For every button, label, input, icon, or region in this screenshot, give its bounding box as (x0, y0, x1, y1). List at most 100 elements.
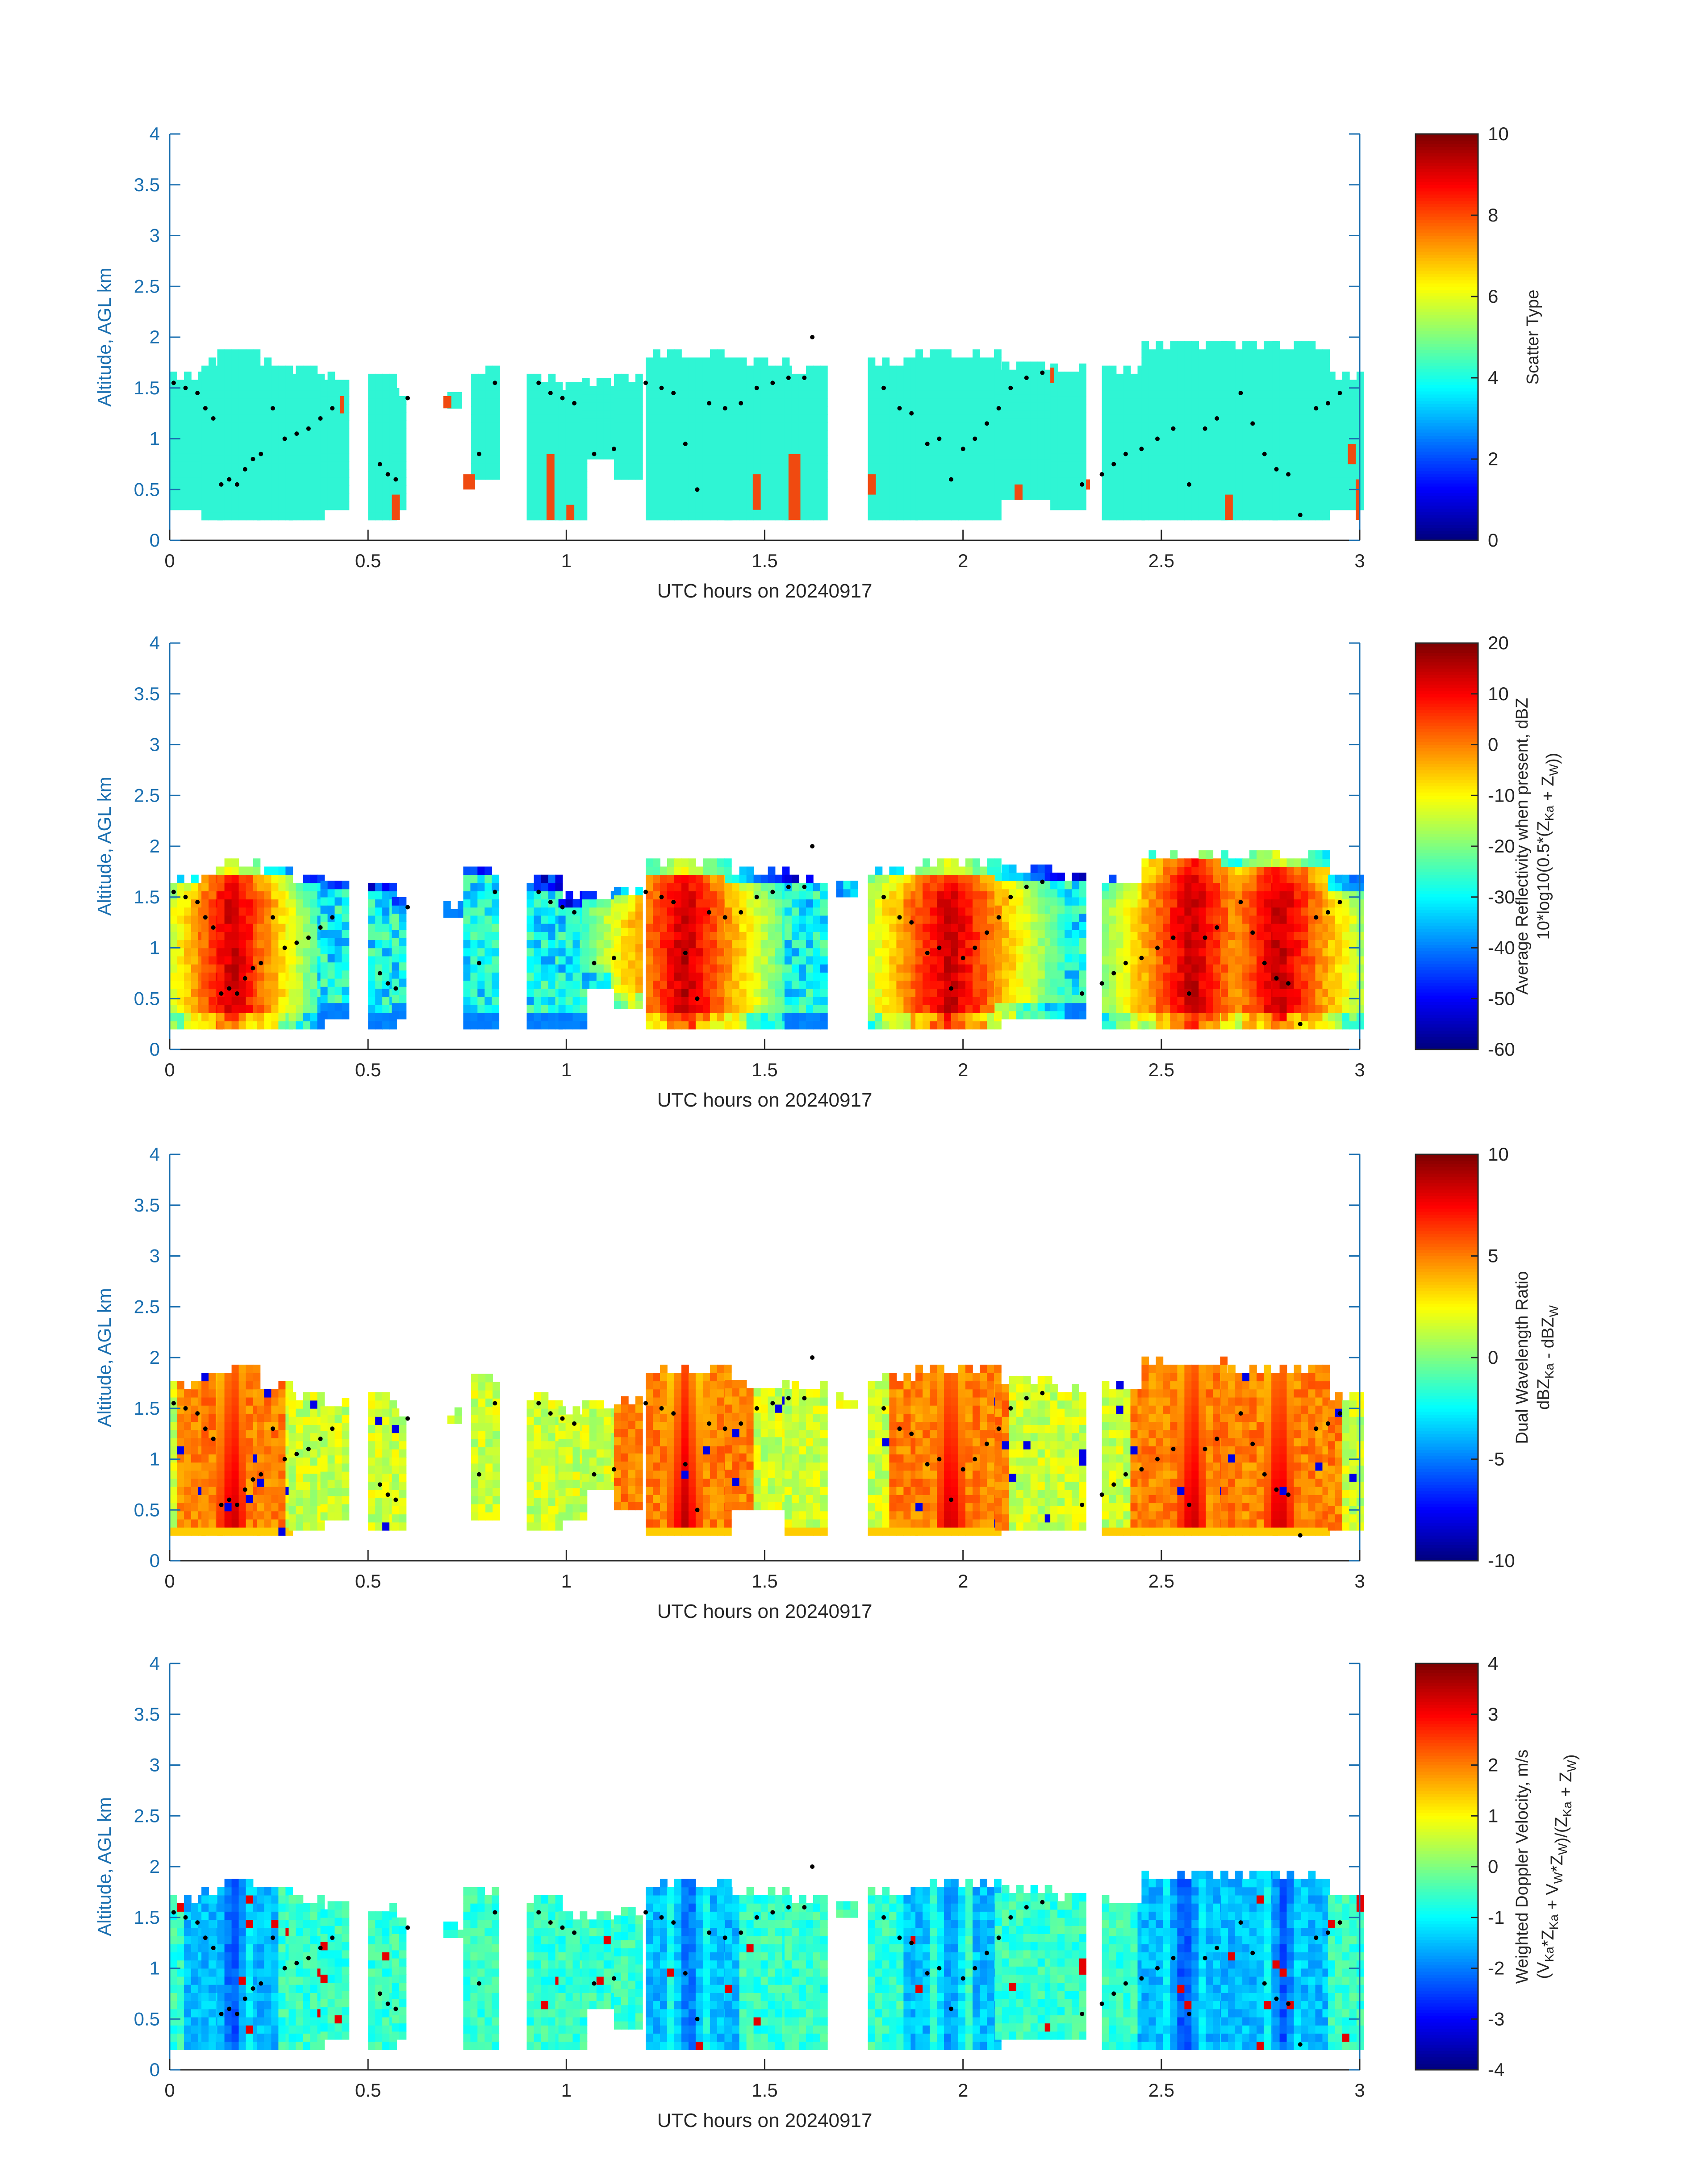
heatmap-cell (238, 495, 246, 504)
heatmap-cell (1170, 487, 1178, 496)
heatmap-cell (889, 373, 897, 382)
heatmap-cell (1308, 414, 1316, 423)
heatmap-cell (1148, 357, 1157, 366)
heatmap-cell (653, 357, 660, 366)
marker-dot (183, 385, 188, 390)
heatmap-cell (987, 357, 994, 366)
heatmap-cell (1050, 388, 1058, 397)
heatmap-cell (264, 357, 272, 366)
heatmap-cell (209, 471, 216, 480)
heatmap-cell (667, 504, 675, 513)
heatmap-cell (342, 937, 350, 946)
heatmap-cell (1191, 357, 1199, 366)
heatmap-cell (582, 451, 590, 460)
heatmap-cell (1191, 487, 1199, 496)
heatmap-cell (820, 964, 828, 973)
heatmap-cell (1123, 414, 1131, 423)
heatmap-cell (695, 373, 703, 382)
heatmap-cell (775, 1004, 783, 1013)
heatmap-cell (710, 899, 718, 908)
heatmap-cell (303, 907, 311, 916)
heatmap-cell (217, 915, 225, 924)
heatmap-cell (392, 420, 400, 429)
heatmap-cell (806, 923, 814, 932)
heatmap-cell (253, 866, 261, 875)
heatmap-cell (541, 972, 549, 981)
heatmap-cell (1328, 437, 1336, 445)
heatmap-cell (257, 479, 265, 488)
heatmap-cell (485, 390, 493, 399)
heatmap-cell (806, 972, 814, 981)
heatmap-cell (1228, 455, 1236, 464)
heatmap-cell (1191, 447, 1199, 455)
heatmap-cell (813, 899, 821, 908)
heatmap-cell (303, 487, 311, 496)
heatmap-cell (231, 512, 239, 521)
heatmap-cell (635, 447, 643, 455)
heatmap-cell (191, 445, 199, 454)
heatmap-cell (791, 899, 799, 908)
heatmap-cell (526, 398, 535, 407)
heatmap-cell (1235, 349, 1243, 358)
heatmap-cell (1264, 382, 1271, 391)
heatmap-cell (264, 471, 272, 480)
heatmap-cell (271, 882, 279, 891)
heatmap-cell (710, 1004, 718, 1013)
colorbar-segment (1416, 499, 1478, 503)
heatmap-cell (470, 1021, 478, 1030)
heatmap-cell (944, 398, 952, 407)
heatmap-cell (484, 956, 493, 965)
heatmap-cell (1037, 386, 1045, 395)
heatmap-cell (903, 471, 911, 480)
heatmap-cell (1109, 422, 1117, 431)
heatmap-cell (1286, 382, 1295, 391)
heatmap-cell (889, 882, 897, 891)
heatmap-cell (1272, 414, 1280, 423)
heatmap-cell (264, 390, 272, 399)
heatmap-cell (246, 956, 254, 965)
heatmap-cell (882, 932, 890, 940)
heatmap-cell (327, 1011, 335, 1020)
heatmap-cell (695, 882, 703, 891)
heatmap-cell (1023, 491, 1031, 500)
heatmap-cell (760, 382, 768, 391)
heatmap-cell (526, 495, 535, 504)
heatmap-cell (1257, 414, 1264, 423)
heatmap-cell (246, 455, 254, 464)
heatmap-cell (915, 479, 923, 488)
heatmap-cell (806, 365, 814, 374)
heatmap-cell (660, 390, 668, 399)
heatmap-cell (320, 970, 328, 979)
heatmap-cell (1264, 430, 1271, 439)
heatmap-cell (603, 418, 611, 427)
heatmap-cell (915, 382, 923, 391)
heatmap-cell (246, 365, 254, 374)
heatmap-cell (1170, 512, 1178, 521)
heatmap-cell (775, 1021, 783, 1030)
heatmap-cell (784, 940, 792, 949)
heatmap-cell (994, 467, 1002, 476)
heatmap-cell (806, 479, 814, 488)
heatmap-cell (463, 1021, 471, 1030)
heatmap-cell (994, 451, 1002, 460)
heatmap-cell (217, 406, 225, 415)
marker-dot (1171, 426, 1176, 431)
heatmap-cell (368, 430, 376, 439)
heatmap-cell (368, 956, 376, 965)
heatmap-cell (681, 455, 689, 464)
heatmap-cell (958, 874, 966, 883)
heatmap-cell (399, 994, 407, 1003)
heatmap-cell (1221, 447, 1228, 455)
heatmap-cell (399, 453, 407, 462)
heatmap-cell (1072, 469, 1079, 478)
heatmap-cell (565, 996, 573, 1005)
heatmap-cell (784, 972, 792, 981)
heatmap-cell (732, 439, 740, 447)
heatmap-cell (760, 956, 768, 965)
heatmap-cell (732, 398, 740, 407)
heatmap-cell (558, 956, 566, 965)
heatmap-cell (674, 406, 682, 415)
heatmap-cell (526, 430, 535, 439)
heatmap-cell (477, 907, 485, 916)
heatmap-cell (820, 980, 828, 989)
